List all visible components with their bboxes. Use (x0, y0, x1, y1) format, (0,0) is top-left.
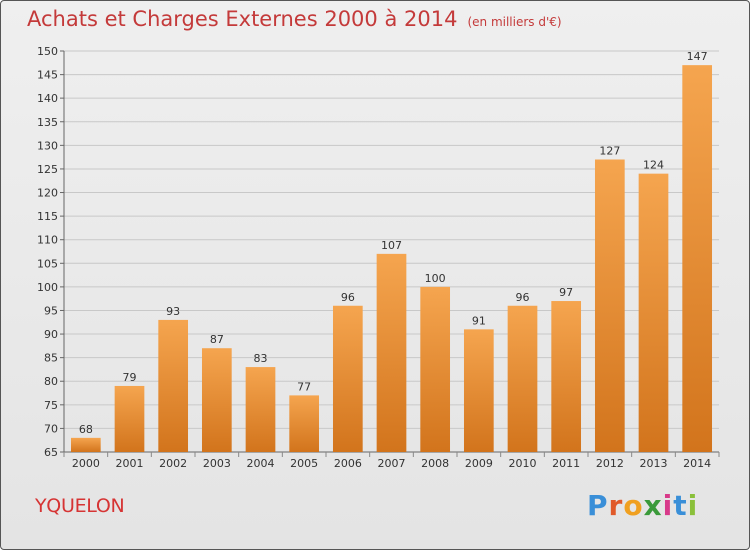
bar-2002 (158, 319, 189, 452)
bar-2012 (594, 159, 625, 452)
y-tick-label: 70 (44, 422, 58, 435)
y-tick-label: 150 (37, 45, 58, 58)
y-tick-label: 90 (44, 328, 58, 341)
y-tick-label: 75 (44, 399, 58, 412)
x-tick-label-2007: 2007 (378, 457, 406, 470)
data-label-2010: 96 (516, 291, 530, 304)
proxiti-logo[interactable]: Proxiti (587, 489, 698, 522)
x-tick-label-2010: 2010 (509, 457, 537, 470)
y-tick-label: 145 (37, 69, 58, 82)
chart-title: Achats et Charges Externes 2000 à 2014 (e… (27, 7, 562, 31)
logo-letter-i2: i (687, 489, 699, 522)
commune-name: YQUELON (35, 495, 125, 517)
y-tick-label: 85 (44, 352, 58, 365)
x-tick-label-2008: 2008 (421, 457, 449, 470)
bar-2000 (70, 437, 101, 452)
bar-2005 (289, 395, 320, 452)
data-label-2007: 107 (381, 239, 402, 252)
data-label-2001: 79 (123, 371, 137, 384)
y-tick-label: 120 (37, 187, 58, 200)
data-label-2006: 96 (341, 291, 355, 304)
y-tick-label: 135 (37, 116, 58, 129)
x-tick-label-2006: 2006 (334, 457, 362, 470)
x-tick-label-2012: 2012 (596, 457, 624, 470)
y-tick-label: 65 (44, 446, 58, 459)
bar-2007 (376, 253, 407, 452)
logo-letter-x: x (643, 489, 663, 522)
chart-title-text: Achats et Charges Externes 2000 à 2014 (27, 7, 458, 31)
x-tick-label-2011: 2011 (552, 457, 580, 470)
logo-letter-r: r (608, 489, 624, 522)
data-label-2002: 93 (166, 305, 180, 318)
x-tick-label-2009: 2009 (465, 457, 493, 470)
x-tick-label-2013: 2013 (640, 457, 668, 470)
y-tick-label: 110 (37, 234, 58, 247)
data-label-2000: 68 (79, 423, 93, 436)
logo-letter-t: t (673, 489, 688, 522)
bar-2008 (420, 286, 451, 452)
bar-2001 (114, 385, 145, 452)
bars (70, 65, 713, 453)
bar-2009 (463, 329, 494, 452)
y-tick-label: 100 (37, 281, 58, 294)
data-label-2008: 100 (425, 272, 446, 285)
logo-letter-i1: i (662, 489, 674, 522)
logo-letter-o: o (623, 489, 644, 522)
x-tick-label-2003: 2003 (203, 457, 231, 470)
data-label-2004: 83 (254, 352, 268, 365)
bar-2010 (507, 305, 538, 452)
x-tick-label-2014: 2014 (683, 457, 711, 470)
y-tick-label: 80 (44, 375, 58, 388)
bar-2006 (332, 305, 363, 452)
data-label-2003: 87 (210, 333, 224, 346)
bar-2004 (245, 367, 276, 452)
x-tick-label-2002: 2002 (159, 457, 187, 470)
data-label-2005: 77 (297, 380, 311, 393)
x-tick-label-2005: 2005 (290, 457, 318, 470)
data-labels: 68 79 93 87 83 77 96 107 100 91 96 97 127 124 147 (79, 50, 708, 436)
y-tick-label: 125 (37, 163, 58, 176)
y-tick-label: 130 (37, 139, 58, 152)
data-label-2013: 124 (643, 159, 664, 172)
bar-2003 (201, 348, 232, 452)
data-label-2011: 97 (559, 286, 573, 299)
y-tick-label: 105 (37, 257, 58, 270)
x-tick-label-2001: 2001 (116, 457, 144, 470)
data-label-2009: 91 (472, 314, 486, 327)
x-tick-label-2004: 2004 (247, 457, 275, 470)
y-tick-label: 115 (37, 210, 58, 223)
bar-2011 (551, 301, 582, 452)
bar-2014 (682, 65, 713, 452)
x-tick-label-2000: 2000 (72, 457, 100, 470)
logo-letter-p: P (587, 489, 609, 522)
y-tick-label: 95 (44, 304, 58, 317)
data-label-2014: 147 (687, 50, 708, 63)
data-label-2012: 127 (599, 145, 620, 158)
chart-unit: (en milliers d'€) (467, 15, 562, 29)
y-tick-label: 140 (37, 92, 58, 105)
bar-2013 (638, 173, 669, 453)
